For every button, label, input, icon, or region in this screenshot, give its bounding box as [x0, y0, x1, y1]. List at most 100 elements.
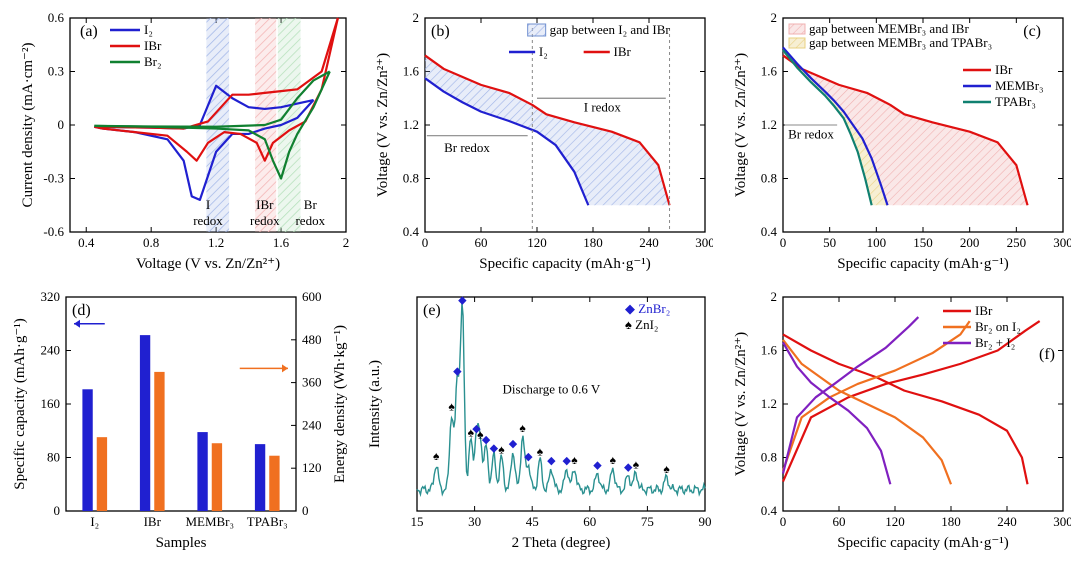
svg-text:♠: ♠: [609, 453, 616, 467]
panel-d: 0801602403200120240360480600I₂IBrMEMBr₃T…: [8, 287, 355, 554]
svg-text:1.2: 1.2: [761, 117, 777, 132]
svg-text:90: 90: [698, 514, 711, 529]
svg-text:120: 120: [527, 235, 547, 250]
svg-text:Br₂ + I₂: Br₂ + I₂: [975, 335, 1015, 350]
svg-text:Intensity (a.u.): Intensity (a.u.): [367, 360, 383, 448]
svg-text:I₂: I₂: [90, 514, 99, 529]
svg-text:180: 180: [942, 514, 962, 529]
svg-text:Specific capacity (mAh·g⁻¹): Specific capacity (mAh·g⁻¹): [479, 256, 651, 272]
svg-text:250: 250: [1007, 235, 1027, 250]
svg-text:(f): (f): [1039, 346, 1055, 363]
svg-text:I₂: I₂: [144, 22, 153, 37]
svg-text:MEMBr₃: MEMBr₃: [185, 514, 234, 529]
svg-text:1.6: 1.6: [761, 343, 778, 358]
svg-text:0.8: 0.8: [761, 450, 777, 465]
svg-text:◆: ◆: [624, 462, 633, 474]
svg-text:IBr: IBr: [975, 303, 993, 318]
svg-text:♠: ♠: [477, 428, 484, 442]
svg-text:0: 0: [780, 235, 787, 250]
svg-text:(a): (a): [80, 23, 98, 40]
svg-text:1.6: 1.6: [273, 235, 290, 250]
svg-text:50: 50: [823, 235, 836, 250]
svg-text:1.6: 1.6: [761, 64, 778, 79]
svg-text:IBr: IBr: [144, 514, 162, 529]
svg-text:Energy density (Wh·kg⁻¹): Energy density (Wh·kg⁻¹): [332, 325, 348, 483]
svg-text:Br₂: Br₂: [144, 54, 162, 69]
svg-text:I₂: I₂: [539, 44, 548, 59]
svg-text:0.4: 0.4: [761, 503, 778, 518]
svg-text:TPABr₃: TPABr₃: [995, 94, 1036, 109]
svg-text:240: 240: [639, 235, 659, 250]
svg-text:240: 240: [302, 417, 322, 432]
svg-text:Br redox: Br redox: [444, 140, 490, 155]
svg-text:0.8: 0.8: [143, 235, 159, 250]
svg-text:0.4: 0.4: [78, 235, 95, 250]
svg-text:IBr: IBr: [256, 197, 274, 212]
svg-text:TPABr₃: TPABr₃: [247, 514, 288, 529]
svg-text:320: 320: [41, 289, 61, 304]
svg-text:2: 2: [343, 235, 350, 250]
svg-text:120: 120: [302, 460, 322, 475]
svg-text:♠ ZnI₂: ♠ ZnI₂: [625, 317, 658, 332]
svg-text:IBr: IBr: [613, 44, 631, 59]
svg-text:180: 180: [583, 235, 603, 250]
svg-text:-0.6: -0.6: [43, 224, 64, 239]
svg-text:Samples: Samples: [156, 535, 207, 551]
svg-text:I: I: [206, 197, 210, 212]
svg-text:300: 300: [1054, 514, 1072, 529]
svg-text:(b): (b): [431, 23, 450, 40]
svg-text:100: 100: [867, 235, 887, 250]
svg-text:◆: ◆: [489, 442, 498, 454]
svg-text:Specific capacity (mAh·g⁻¹): Specific capacity (mAh·g⁻¹): [12, 318, 28, 490]
svg-text:360: 360: [302, 375, 322, 390]
svg-text:IBr: IBr: [995, 62, 1013, 77]
panel-b: 0601201802403000.40.81.21.62Specific cap…: [367, 8, 714, 275]
panel-f: 0601201802403000.40.81.21.62Specific cap…: [725, 287, 1072, 554]
svg-text:1.2: 1.2: [208, 235, 224, 250]
svg-text:I redox: I redox: [583, 100, 621, 115]
svg-text:♠: ♠: [663, 462, 670, 476]
svg-text:IBr: IBr: [144, 38, 162, 53]
svg-text:♠: ♠: [571, 453, 578, 467]
svg-text:30: 30: [468, 514, 481, 529]
svg-text:0.8: 0.8: [402, 171, 418, 186]
svg-text:2 Theta (degree): 2 Theta (degree): [511, 535, 610, 551]
svg-text:200: 200: [960, 235, 980, 250]
svg-text:Br redox: Br redox: [788, 126, 834, 141]
svg-text:0.8: 0.8: [761, 171, 777, 186]
svg-text:-0.3: -0.3: [43, 171, 64, 186]
svg-text:0.4: 0.4: [402, 224, 419, 239]
figure-grid: 0.4 0.8 1.2 1.6 2 -0.6 -0.3 0 0.3 0.6 Voltage (V v…: [8, 8, 1072, 554]
svg-text:0: 0: [302, 503, 309, 518]
svg-text:80: 80: [47, 450, 60, 465]
svg-text:♠: ♠: [498, 443, 505, 457]
svg-text:0: 0: [58, 117, 65, 132]
svg-text:(e): (e): [423, 302, 441, 319]
svg-text:2: 2: [412, 10, 419, 25]
svg-text:◆: ◆: [547, 455, 556, 467]
svg-text:0.6: 0.6: [48, 10, 65, 25]
svg-text:75: 75: [641, 514, 654, 529]
svg-text:◆: ◆: [508, 438, 517, 450]
panel-c: 0501001502002503000.40.81.21.62Specific …: [725, 8, 1072, 275]
svg-text:480: 480: [302, 332, 322, 347]
svg-text:Voltage (V vs. Zn/Zn²⁺): Voltage (V vs. Zn/Zn²⁺): [375, 53, 391, 197]
svg-text:2: 2: [771, 10, 778, 25]
svg-text:redox: redox: [295, 213, 325, 228]
svg-text:Br₂ on I₂: Br₂ on I₂: [975, 319, 1021, 334]
svg-text:0.3: 0.3: [48, 64, 64, 79]
svg-text:0.4: 0.4: [761, 224, 778, 239]
svg-text:Voltage (V vs. Zn/Zn²⁺): Voltage (V vs. Zn/Zn²⁺): [733, 53, 749, 197]
svg-text:gap between I₂ and IBr: gap between I₂ and IBr: [549, 22, 670, 37]
svg-text:240: 240: [41, 343, 61, 358]
svg-text:♠: ♠: [433, 449, 440, 463]
svg-text:15: 15: [410, 514, 423, 529]
svg-text:300: 300: [1054, 235, 1072, 250]
svg-text:160: 160: [41, 396, 61, 411]
svg-text:MEMBr₃: MEMBr₃: [995, 78, 1044, 93]
svg-text:0: 0: [54, 503, 61, 518]
svg-text:(c): (c): [1024, 23, 1042, 40]
panel-a: 0.40.81.21.62-0.6-0.300.30.6Voltage (V v…: [8, 8, 355, 275]
svg-text:Current density (mA·cm⁻²): Current density (mA·cm⁻²): [20, 43, 36, 208]
svg-text:◆ ZnBr₂: ◆ ZnBr₂: [625, 301, 670, 316]
